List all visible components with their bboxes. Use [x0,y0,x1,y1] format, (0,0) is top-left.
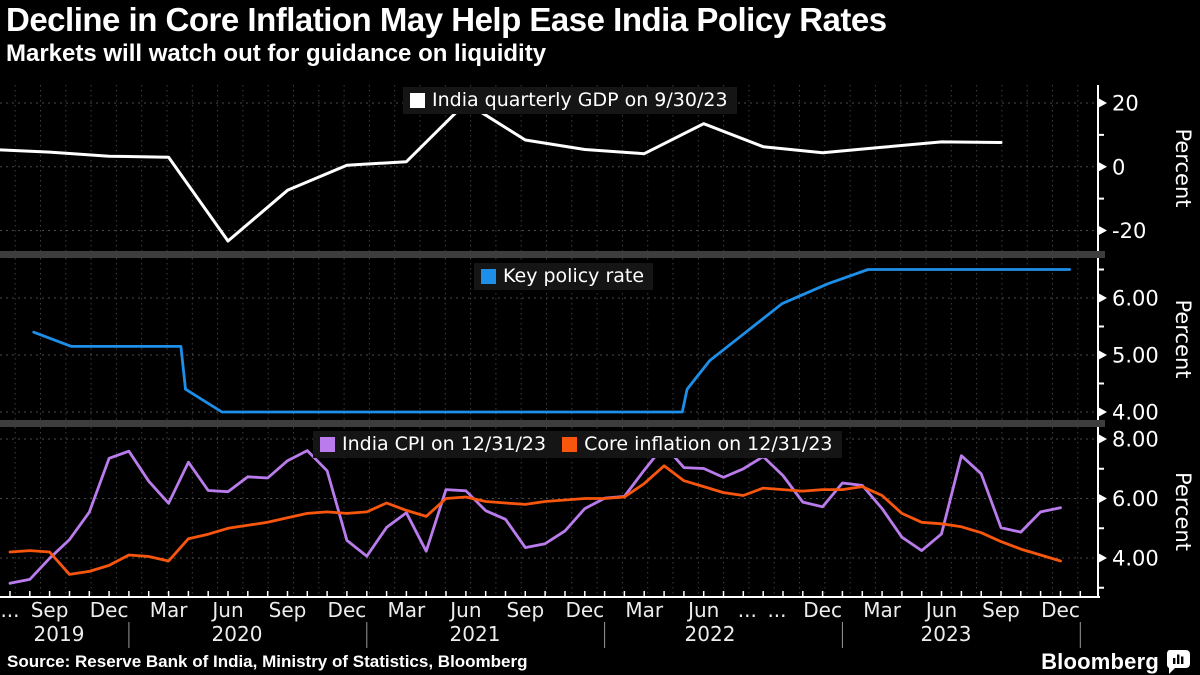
svg-text:4.00: 4.00 [1112,547,1159,571]
svg-text:Jun: Jun [686,598,719,622]
svg-text:Percent: Percent [1171,472,1195,551]
svg-text:5.00: 5.00 [1112,344,1159,368]
policy-rate-legend-swatch-icon [481,268,496,284]
legend-item-core-inflation: Core inflation on 12/31/23 [562,433,833,455]
svg-text:Dec: Dec [328,598,367,622]
svg-text:2022: 2022 [685,622,736,646]
chart-canvas: 20 0 -20 Percent 6.00 5.00 4.00 Percent 8.00 6.00… [0,85,1195,648]
svg-text:2019: 2019 [34,622,85,646]
svg-text:Jun: Jun [210,598,243,622]
svg-text:8.00: 8.00 [1112,428,1159,452]
source-attribution: Source: Reserve Bank of India, Ministry … [7,651,528,671]
svg-text:6.00: 6.00 [1112,287,1159,311]
svg-text:Jun: Jun [448,598,481,622]
legend-label: India quarterly GDP on 9/30/23 [432,89,728,111]
legend-label: Key policy rate [503,265,645,287]
svg-text:Sep: Sep [269,598,307,622]
svg-text:Sep: Sep [31,598,69,622]
svg-text:Percent: Percent [1171,299,1195,378]
svg-text:Jun: Jun [924,598,957,622]
chart-header: Decline in Core Inflation May Help Ease … [6,1,887,67]
legend-label: Core inflation on 12/31/23 [584,433,833,455]
svg-text:2021: 2021 [450,622,501,646]
legend-item-cpi: India CPI on 12/31/23 [320,433,546,455]
svg-text:4.00: 4.00 [1112,401,1159,425]
footer: Source: Reserve Bank of India, Ministry … [0,648,1200,675]
legend-gdp: India quarterly GDP on 9/30/23 [403,87,737,114]
svg-text:Mar: Mar [863,598,902,622]
svg-text:Mar: Mar [625,598,664,622]
page-title: Decline in Core Inflation May Help Ease … [6,1,887,38]
svg-text:Mar: Mar [150,598,189,622]
legend-inflation: India CPI on 12/31/23 Core inflation on … [313,431,842,458]
svg-text:6.00: 6.00 [1112,487,1159,511]
svg-text:2020: 2020 [212,622,263,646]
svg-text:Dec: Dec [90,598,129,622]
page-subtitle: Markets will watch out for guidance on l… [6,39,547,67]
svg-text:Percent: Percent [1171,128,1195,207]
svg-text:Dec: Dec [1041,598,1080,622]
legend-item-gdp: India quarterly GDP on 9/30/23 [410,89,728,111]
svg-text:Dec: Dec [565,598,604,622]
svg-text:...: ... [0,598,19,622]
svg-text:0: 0 [1112,155,1125,179]
legend-label: India CPI on 12/31/23 [342,433,547,455]
bloomberg-logo-icon [1167,649,1190,674]
chart-area: 20 0 -20 Percent 6.00 5.00 4.00 Percent 8.00 6.00… [0,85,1195,648]
bloomberg-brand: Bloomberg [1041,649,1190,675]
svg-text:...: ... [767,598,786,622]
cpi-legend-swatch-icon [320,436,335,452]
svg-text:20: 20 [1112,92,1139,116]
svg-text:Mar: Mar [388,598,427,622]
svg-text:2023: 2023 [921,622,972,646]
legend-policy-rate: Key policy rate [474,263,654,290]
bloomberg-wordmark: Bloomberg [1041,648,1159,674]
svg-text:Sep: Sep [506,598,544,622]
legend-item-policy-rate: Key policy rate [481,265,644,287]
svg-text:Dec: Dec [803,598,842,622]
gdp-legend-swatch-icon [410,92,425,108]
core-inflation-legend-swatch-icon [562,436,578,452]
svg-text:-20: -20 [1112,219,1146,243]
svg-text:...: ... [738,598,757,622]
svg-text:Sep: Sep [982,598,1020,622]
